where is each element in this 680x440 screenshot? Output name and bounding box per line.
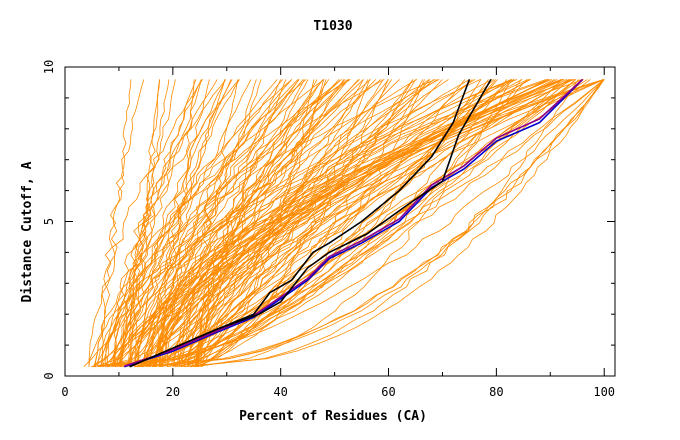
background-model-line [170, 79, 400, 367]
background-model-line [94, 79, 257, 368]
chart-title: T1030 [313, 19, 352, 34]
y-tick-label: 0 [42, 372, 56, 379]
background-model-line [189, 79, 389, 368]
background-model-line [130, 79, 300, 367]
background-model-line [175, 79, 345, 367]
background-model-line [159, 79, 605, 367]
background-model-line [120, 79, 218, 367]
background-model-line [108, 79, 210, 367]
x-tick-label: 0 [61, 385, 68, 399]
highlighted-model-curves [124, 78, 584, 368]
background-model-line [172, 79, 512, 368]
background-model-line [197, 79, 449, 367]
y-tick-label: 10 [42, 60, 56, 74]
background-model-line [135, 79, 299, 367]
background-model-line [187, 79, 359, 367]
x-tick-label: 40 [273, 385, 287, 399]
background-model-line [186, 79, 392, 368]
x-tick-label: 80 [489, 385, 503, 399]
background-model-line [138, 79, 605, 368]
background-model-line [165, 79, 293, 367]
background-model-line [120, 79, 233, 367]
background-model-line [196, 79, 563, 367]
highlight-series-line-1 [124, 78, 584, 368]
background-model-line [177, 79, 371, 367]
background-model-line [139, 79, 330, 367]
background-model-line [201, 79, 565, 367]
background-model-line [97, 79, 515, 367]
background-model-line [149, 79, 349, 367]
background-model-line [149, 79, 547, 367]
background-model-line [175, 79, 426, 368]
background-model-line [88, 79, 203, 367]
x-tick-label: 100 [593, 385, 615, 399]
background-model-line [119, 79, 440, 367]
background-model-line [131, 79, 305, 367]
highlight-series-line-4 [129, 78, 492, 368]
background-model-line [94, 79, 202, 367]
background-model-curves [83, 79, 605, 368]
background-model-line [139, 79, 324, 367]
background-model-line [146, 79, 605, 367]
background-model-line [152, 79, 523, 367]
background-model-line [129, 79, 197, 367]
background-model-line [121, 79, 307, 367]
background-model-line [200, 79, 577, 368]
background-model-line [111, 79, 160, 367]
background-model-line [101, 79, 145, 367]
background-model-line [187, 79, 327, 368]
background-model-line [197, 79, 350, 367]
background-model-line [202, 79, 473, 367]
y-tick-label: 5 [42, 218, 56, 225]
background-model-line [91, 79, 605, 368]
background-model-line [154, 79, 531, 367]
background-model-line [167, 79, 527, 368]
background-model-line [183, 79, 605, 367]
x-tick-label: 60 [381, 385, 395, 399]
background-model-line [100, 79, 512, 367]
background-model-line [141, 79, 605, 368]
x-tick-label: 20 [166, 385, 180, 399]
x-axis-label: Percent of Residues (CA) [239, 409, 427, 424]
background-model-line [129, 79, 170, 367]
background-model-line [113, 79, 385, 367]
background-model-line [181, 79, 364, 367]
background-model-line [147, 79, 414, 368]
background-model-line [105, 79, 351, 367]
y-axis-label: Distance Cutoff, A [20, 161, 35, 302]
background-model-line [183, 79, 605, 368]
background-model-line [116, 79, 562, 367]
background-model-line [134, 79, 417, 368]
highlight-series-line-2 [124, 78, 584, 367]
background-model-line [120, 79, 262, 368]
background-model-line [126, 79, 324, 367]
background-model-line [155, 79, 605, 367]
axis-ticks: 0 20 40 60 80 100 0 5 10 [42, 60, 615, 399]
background-model-line [148, 79, 574, 367]
background-model-line [114, 79, 240, 367]
background-model-line [161, 79, 605, 368]
